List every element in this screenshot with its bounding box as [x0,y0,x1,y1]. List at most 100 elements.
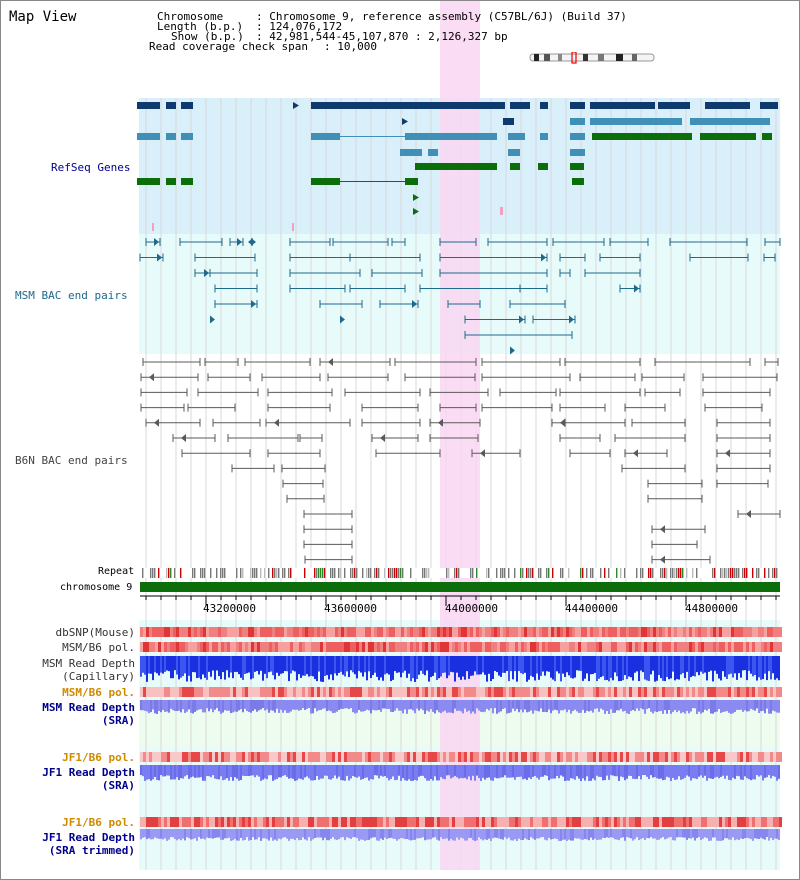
heat-cell [740,687,743,697]
depth-bar [660,700,662,711]
depth-bar [486,829,488,840]
depth-bar [410,700,412,710]
repeat-track-bg [140,568,780,578]
depth-bar [750,829,752,840]
depth-bar [602,765,604,781]
depth-bar [370,829,372,839]
heat-cell [245,687,248,697]
depth-bar [374,656,376,673]
heat-cell [389,817,392,827]
heat-cell [734,752,737,762]
heat-cell [227,642,230,652]
depth-bar [276,829,278,841]
highlight-region[interactable] [440,0,480,870]
track-label-jf1-depth-sra-sub[interactable]: (SRA) [101,779,135,792]
depth-bar [736,700,738,710]
heat-cell [353,817,356,827]
depth-bar [342,656,344,675]
heat-cell [620,627,623,637]
track-label-msm-depth-cap[interactable]: MSM Read Depth [42,657,135,670]
depth-bar [352,765,354,776]
heat-cell [206,752,209,762]
track-label-jf1-depth-trim[interactable]: JF1 Read Depth [42,831,135,844]
depth-bar [502,656,504,673]
heat-cell [431,687,434,697]
depth-bar [510,829,512,841]
track-label-msm-depth-sra-sub[interactable]: (SRA) [101,714,135,727]
heat-cell [287,627,290,637]
heat-cell [323,627,326,637]
depth-bar [446,656,448,679]
depth-bar [322,700,324,709]
track-label-msm-depth-cap-sub[interactable]: (Capillary) [62,670,135,683]
track-label-msm-depth-sra[interactable]: MSM Read Depth [42,701,135,714]
depth-bar [192,829,194,840]
heat-cell [581,687,584,697]
heat-cell [677,642,680,652]
depth-bar [274,765,276,780]
track-label-msm-b6-pol-2[interactable]: MSM/B6 pol. [62,686,135,699]
depth-bar [532,829,534,839]
depth-bar [200,765,202,778]
depth-bar [302,656,304,676]
heat-cell [179,642,182,652]
heat-cell [221,752,224,762]
heat-cell [230,642,233,652]
repeat-element [210,568,212,578]
track-label-refseq[interactable]: RefSeq Genes [51,161,131,174]
depth-bar [314,656,316,680]
depth-bar [720,829,722,841]
track-label-dbsnp[interactable]: dbSNP(Mouse) [55,626,135,639]
track-label-jf1-b6-pol-1[interactable]: JF1/B6 pol. [62,751,135,764]
heat-cell [590,752,593,762]
track-label-jf1-depth-trim-sub[interactable]: (SRA trimmed) [48,844,135,857]
depth-bar [382,700,384,709]
depth-bar [322,656,324,682]
track-label-repeat[interactable]: Repeat [98,566,135,577]
heat-cell [293,817,296,827]
depth-bar [664,765,666,780]
repeat-element [332,568,334,578]
track-label-msm-b6-pol-1[interactable]: MSM/B6 pol. [62,641,135,654]
depth-bar [742,656,744,671]
depth-bar [474,765,476,781]
depth-bar [678,765,680,777]
heat-cell [506,752,509,762]
depth-bar [572,656,574,679]
depth-bar [770,765,772,779]
depth-bar [592,700,594,713]
depth-bar [706,765,708,781]
depth-bar [400,656,402,678]
depth-bar [296,765,298,781]
heat-cell [680,627,683,637]
depth-bar [508,656,510,682]
repeat-element [252,568,254,578]
heat-cell [425,642,428,652]
track-label-chromosome[interactable]: chromosome 9 [60,582,133,593]
heat-cell [359,752,362,762]
track-label-msm-bac[interactable]: MSM BAC end pairs [15,289,128,302]
depth-bar [704,765,706,776]
depth-bar [196,656,198,679]
depth-bar [376,700,378,711]
heat-cell [296,627,299,637]
heat-cell [611,817,614,827]
depth-bar [708,656,710,672]
track-label-jf1-b6-pol-2[interactable]: JF1/B6 pol. [62,816,135,829]
depth-bar [532,656,534,677]
depth-bar [454,700,456,709]
heat-cell [572,642,575,652]
depth-bar [572,829,574,841]
depth-bar [504,765,506,776]
depth-bar [170,829,172,838]
track-label-jf1-depth-sra[interactable]: JF1 Read Depth [42,766,135,779]
heat-cell [698,627,701,637]
depth-bar [404,765,406,781]
heat-cell [551,627,554,637]
depth-bar [528,656,530,680]
depth-bar [508,765,510,778]
chromosome-ideogram[interactable] [528,52,658,64]
track-label-b6n-bac[interactable]: B6N BAC end pairs [15,454,128,467]
depth-bar [298,765,300,779]
